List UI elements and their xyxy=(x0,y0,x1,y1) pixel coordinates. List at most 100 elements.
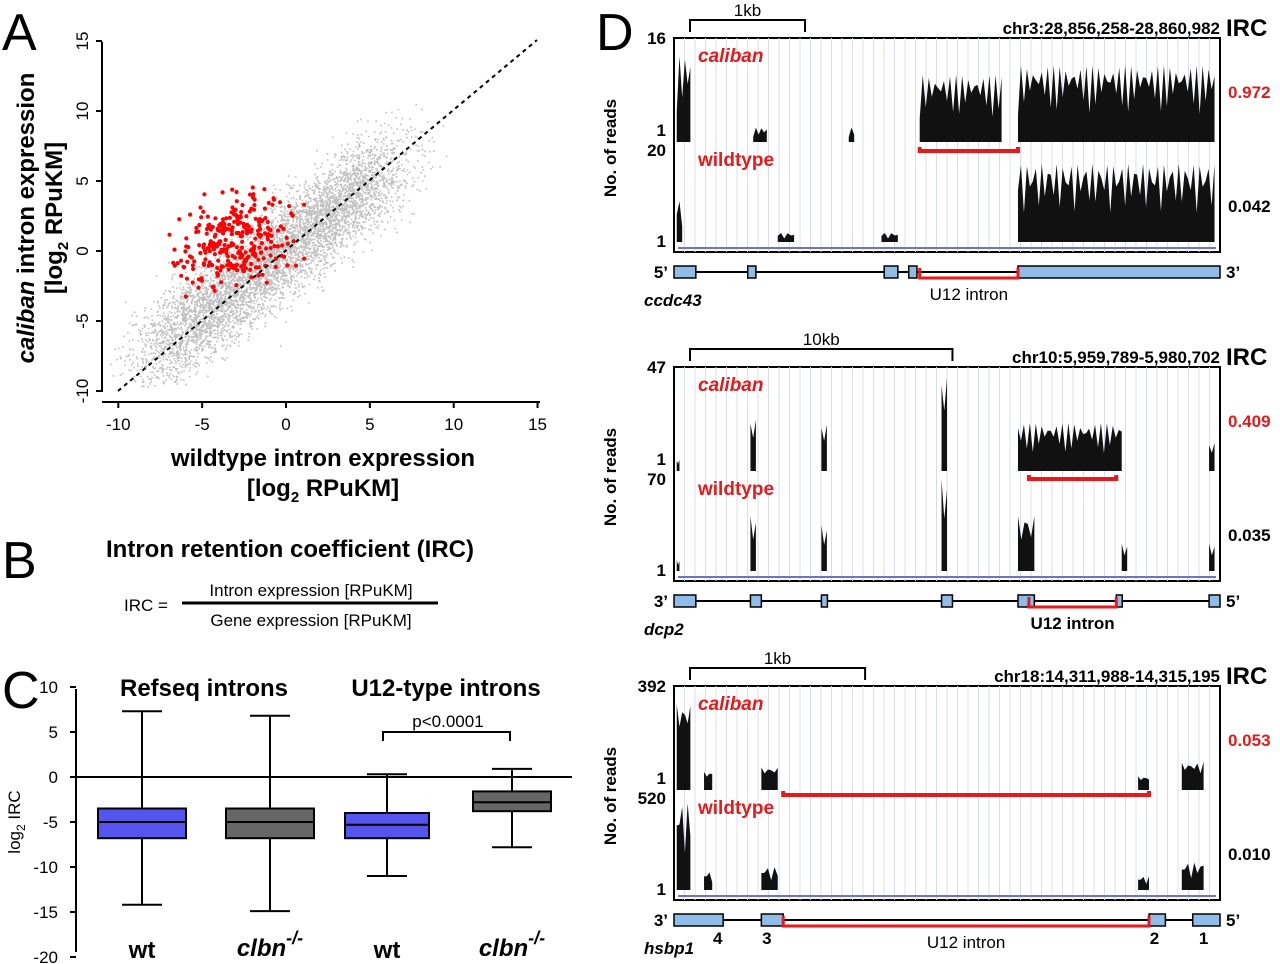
scale-bar-label: 1kb xyxy=(764,649,791,668)
red-point xyxy=(218,268,223,273)
red-point xyxy=(213,232,218,237)
exon xyxy=(940,594,954,608)
gene-name: ccdc43 xyxy=(644,291,702,310)
wildtype-max: 70 xyxy=(647,470,666,489)
red-point xyxy=(277,200,283,205)
red-point xyxy=(244,214,249,219)
exon xyxy=(820,594,829,608)
irc-caliban-value: 0.053 xyxy=(1228,731,1271,750)
irc-denominator: Gene expression [RPuKM] xyxy=(210,611,411,630)
gene-model-intron xyxy=(1027,597,1118,609)
retained-intron-bar xyxy=(1026,475,1119,481)
red-point xyxy=(210,284,215,290)
retained-intron-bar xyxy=(917,147,1020,153)
red-point xyxy=(208,239,213,244)
coordinates: chr18:14,311,988-14,315,195 xyxy=(994,667,1220,686)
c-y-axis-title: log2 IRC xyxy=(5,790,28,853)
coordinates: chr10:5,959,789-5,980,702 xyxy=(1012,348,1220,367)
red-point xyxy=(201,209,206,214)
red-point xyxy=(266,200,271,206)
red-point xyxy=(268,245,273,251)
p-value-label: p<0.0001 xyxy=(412,712,483,731)
red-point xyxy=(265,237,270,242)
red-point xyxy=(190,280,195,285)
red-point xyxy=(196,229,201,234)
red-point xyxy=(264,280,269,285)
red-point xyxy=(262,187,267,192)
significance-bracket xyxy=(382,731,511,741)
caliban-min: 1 xyxy=(657,450,666,469)
red-point xyxy=(251,192,256,197)
red-point xyxy=(261,256,266,261)
red-point xyxy=(229,210,234,215)
red-point xyxy=(239,233,244,238)
irc-caliban-value: 0.972 xyxy=(1228,83,1271,102)
red-point xyxy=(256,273,261,278)
red-point xyxy=(240,230,245,235)
y-tick-label: -10 xyxy=(73,379,92,404)
red-point xyxy=(291,239,296,244)
panel-letter-b: B xyxy=(2,532,37,590)
wildtype-coverage-peak xyxy=(1138,876,1150,890)
red-point xyxy=(220,217,226,222)
x-tick-label: 5 xyxy=(365,415,374,434)
red-point xyxy=(259,250,264,255)
caliban-coverage-peak xyxy=(1181,761,1204,790)
red-point xyxy=(265,219,270,225)
red-point xyxy=(206,245,211,250)
left-end-label: 3’ xyxy=(654,592,668,611)
reads-axis-label: No. of reads xyxy=(601,99,620,197)
red-point xyxy=(212,252,217,257)
red-point xyxy=(276,228,281,233)
red-point xyxy=(201,245,206,250)
x-tick-label: -10 xyxy=(106,415,131,434)
group-refseq-label: Refseq introns xyxy=(120,675,288,702)
gene-track-dcp2: 10kb chr10:5,959,789-5,980,702 IRC caliban w… xyxy=(601,330,1271,639)
boxes xyxy=(97,710,552,913)
red-point xyxy=(232,219,237,224)
caliban-coverage-peak xyxy=(753,127,767,142)
red-point xyxy=(278,224,283,229)
red-point xyxy=(252,244,257,249)
red-point xyxy=(226,267,231,272)
scale-bar xyxy=(689,19,807,32)
coordinates: chr3:28,856,258-28,860,982 xyxy=(1003,19,1220,38)
reads-axis-label: No. of reads xyxy=(601,747,620,845)
red-point xyxy=(208,227,213,232)
wildtype-coverage-peak xyxy=(1121,543,1128,571)
caliban-coverage-peak xyxy=(1138,776,1150,790)
wildtype-coverage-peak xyxy=(1017,163,1215,242)
red-point xyxy=(258,233,264,238)
red-point xyxy=(230,205,235,210)
red-point xyxy=(270,202,275,207)
wildtype-coverage-peak xyxy=(1209,543,1215,571)
x-tick-label: 10 xyxy=(444,415,463,434)
red-point xyxy=(227,222,232,227)
wildtype-coverage-peak xyxy=(676,803,691,890)
exon xyxy=(673,913,724,927)
red-point xyxy=(240,239,245,244)
c-y-axis-ticks: -20 -15 -10 -5 0 5 10 xyxy=(33,678,76,964)
red-point xyxy=(219,280,224,285)
red-point xyxy=(280,243,285,248)
wildtype-coverage-peak xyxy=(881,232,898,242)
red-point xyxy=(234,189,239,195)
red-point xyxy=(302,256,307,261)
red-point xyxy=(248,192,253,197)
wildtype-min: 1 xyxy=(657,880,666,899)
gene-name: dcp2 xyxy=(644,620,684,639)
c-y-tick-label: -5 xyxy=(43,813,58,832)
red-point xyxy=(282,254,287,259)
caliban-coverage-peak xyxy=(676,56,691,143)
x-tick-label: -5 xyxy=(195,415,210,434)
y-axis-title-italic: caliban xyxy=(13,281,40,364)
red-point xyxy=(256,265,261,270)
red-point xyxy=(202,192,207,197)
red-point xyxy=(215,271,220,276)
red-point xyxy=(201,261,207,266)
wildtype-coverage-peak xyxy=(704,872,713,890)
red-point xyxy=(285,241,290,246)
caliban-coverage-peak xyxy=(941,378,947,471)
right-end-label: 3’ xyxy=(1226,263,1240,282)
